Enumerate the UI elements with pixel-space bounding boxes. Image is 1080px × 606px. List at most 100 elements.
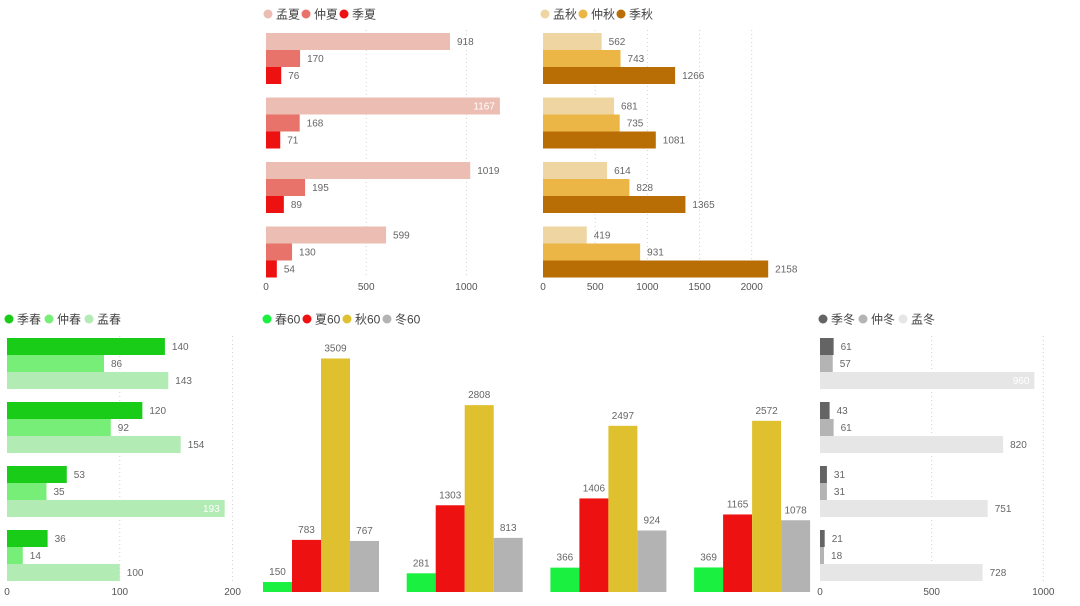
data-label: 61 <box>841 423 853 434</box>
data-label: 154 <box>188 440 205 451</box>
data-label: 960 <box>1013 376 1030 387</box>
data-label: 36 <box>55 534 67 545</box>
bar <box>7 466 67 483</box>
data-label: 130 <box>299 248 316 259</box>
bar <box>637 530 667 592</box>
data-label: 92 <box>118 423 130 434</box>
bar <box>550 567 580 592</box>
legend-marker <box>898 314 908 324</box>
x-tick-label: 0 <box>4 587 10 598</box>
data-label: 140 <box>172 342 189 353</box>
data-label: 18 <box>831 551 843 562</box>
data-label: 21 <box>832 534 844 545</box>
data-label: 599 <box>393 231 410 242</box>
bar <box>543 260 769 278</box>
data-label: 31 <box>834 487 846 498</box>
x-tick-label: 500 <box>923 587 940 598</box>
data-label: 76 <box>288 71 300 82</box>
bar <box>406 573 436 592</box>
bar <box>543 196 686 213</box>
x-tick-label: 100 <box>111 587 128 598</box>
data-label: 168 <box>307 119 324 130</box>
bar <box>820 483 827 500</box>
legend-label: 仲夏 <box>314 8 338 22</box>
bar <box>7 547 23 564</box>
data-label: 1303 <box>439 490 462 501</box>
legend-label: 季冬 <box>831 312 855 327</box>
bar <box>694 567 724 592</box>
bar <box>543 114 620 132</box>
bar <box>263 582 292 592</box>
data-label: 193 <box>203 504 220 515</box>
data-label: 89 <box>291 200 303 211</box>
legend-marker <box>4 314 14 324</box>
data-label: 743 <box>628 54 645 65</box>
bar <box>350 540 379 592</box>
legend-marker <box>858 314 868 324</box>
legend-marker <box>302 314 312 324</box>
data-label: 783 <box>298 525 315 536</box>
data-label: 728 <box>990 568 1007 579</box>
bar <box>321 358 350 592</box>
data-label: 100 <box>127 568 144 579</box>
data-label: 71 <box>287 136 299 147</box>
data-label: 35 <box>53 487 65 498</box>
x-tick-label: 2000 <box>741 282 764 293</box>
bar <box>7 564 120 581</box>
bar <box>820 436 1004 453</box>
data-label: 828 <box>636 183 653 194</box>
data-label: 195 <box>312 183 329 194</box>
x-tick-label: 1000 <box>455 282 478 293</box>
data-label: 419 <box>594 231 611 242</box>
data-label: 735 <box>627 119 644 130</box>
bar <box>7 500 225 517</box>
bar <box>266 97 500 115</box>
legend-label: 秋60 <box>355 313 381 327</box>
bar <box>820 372 1035 389</box>
data-label: 369 <box>700 552 717 563</box>
legend-label: 春60 <box>275 313 301 327</box>
data-label: 3509 <box>324 343 347 354</box>
data-label: 43 <box>837 406 849 417</box>
bar <box>7 355 104 372</box>
bar <box>266 33 450 50</box>
legend-marker <box>263 9 273 19</box>
bar <box>820 547 825 564</box>
data-label: 61 <box>841 342 853 353</box>
data-label: 1078 <box>784 505 807 516</box>
bar <box>543 131 656 149</box>
data-label: 1266 <box>682 71 705 82</box>
data-label: 1081 <box>663 136 686 147</box>
bar <box>723 514 753 592</box>
data-label: 931 <box>647 248 664 259</box>
legend-label: 孟秋 <box>553 8 577 22</box>
legend-marker <box>578 9 588 19</box>
data-label: 681 <box>621 102 638 113</box>
data-label: 751 <box>995 504 1012 515</box>
data-label: 813 <box>500 523 517 534</box>
legend-marker <box>301 9 311 19</box>
bar <box>820 402 830 419</box>
x-tick-label: 0 <box>540 282 546 293</box>
data-label: 562 <box>609 37 626 48</box>
bar <box>7 483 47 500</box>
bar <box>7 372 169 389</box>
legend-marker <box>540 9 550 19</box>
bar <box>543 226 587 244</box>
bar <box>266 196 284 213</box>
data-label: 2572 <box>755 406 778 417</box>
data-label: 143 <box>175 376 192 387</box>
legend-marker <box>616 9 626 19</box>
bar <box>820 419 834 436</box>
bar <box>464 405 494 592</box>
bar <box>543 50 621 67</box>
data-label: 281 <box>413 558 430 569</box>
legend-marker <box>342 314 352 324</box>
data-label: 767 <box>356 526 373 537</box>
x-tick-label: 1500 <box>688 282 711 293</box>
bar <box>543 179 630 196</box>
bar <box>266 131 281 149</box>
legend-marker <box>382 314 392 324</box>
bar <box>543 33 602 50</box>
